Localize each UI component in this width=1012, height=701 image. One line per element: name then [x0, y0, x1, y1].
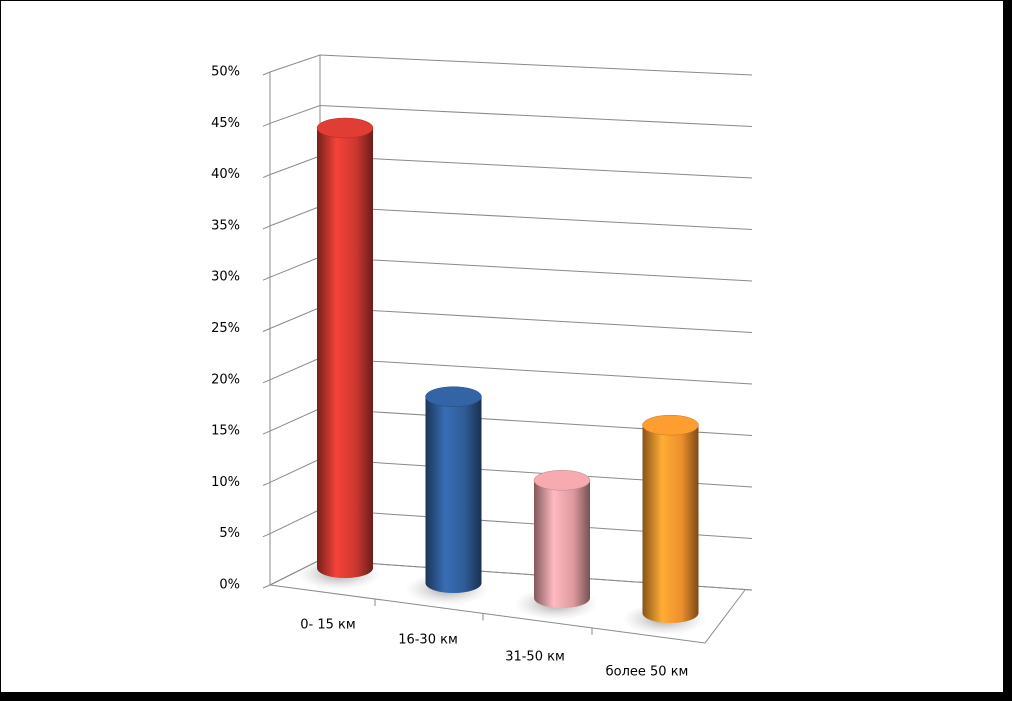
y-tick — [262, 584, 271, 589]
bar — [317, 128, 373, 578]
y-tick — [262, 122, 271, 127]
x-tick-label: более 50 км — [606, 665, 689, 680]
y-tick — [262, 379, 271, 384]
bar — [425, 396, 482, 593]
y-tick-label: 35% — [211, 218, 240, 233]
y-tick-label: 50% — [211, 65, 240, 80]
y-tick-label: 40% — [211, 167, 240, 182]
y-tick — [262, 430, 271, 435]
grid-line — [269, 104, 753, 127]
x-tick-label: 0- 15 км — [300, 618, 355, 633]
y-tick-label: 15% — [211, 424, 240, 439]
y-tick-label: 10% — [211, 475, 240, 490]
bar-top — [533, 470, 591, 491]
bar-top — [642, 414, 699, 436]
y-tick — [262, 174, 271, 179]
y-tick — [262, 481, 271, 486]
y-tick-label: 30% — [211, 270, 240, 285]
y-tick-label: 20% — [211, 372, 240, 387]
floor-edge — [269, 584, 746, 644]
y-tick-label: 25% — [211, 321, 240, 336]
grid-line — [269, 54, 753, 76]
y-tick — [262, 328, 271, 332]
y-tick-label: 5% — [219, 526, 240, 541]
y-tick-label: 0% — [219, 578, 240, 593]
y-tick — [262, 533, 271, 538]
y-tick — [262, 225, 271, 230]
bar — [642, 425, 699, 623]
bar-top — [316, 117, 374, 139]
bar — [534, 480, 590, 608]
bar-top — [425, 386, 482, 407]
y-tick — [262, 276, 271, 281]
y-tick — [262, 71, 271, 76]
frame-shadow — [1003, 0, 1012, 701]
x-tick-label: 31-50 км — [505, 650, 565, 665]
y-tick-label: 45% — [211, 116, 240, 131]
frame-shadow — [0, 693, 1012, 701]
x-tick-label: 16-30 км — [398, 633, 458, 648]
